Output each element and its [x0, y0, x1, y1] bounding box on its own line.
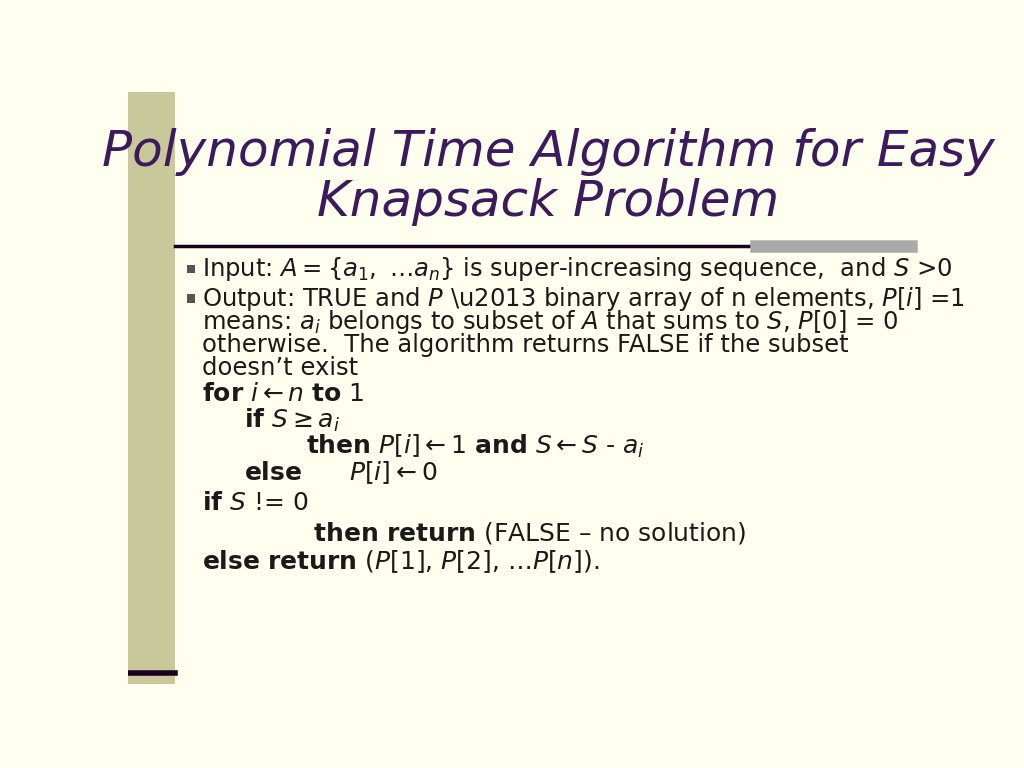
Text: Knapsack Problem: Knapsack Problem: [316, 178, 779, 227]
Text: $\mathbf{then\ return}$ (FALSE – no solution): $\mathbf{then\ return}$ (FALSE – no solu…: [266, 520, 746, 545]
Text: $\mathbf{if}$ $S \geq a_i$: $\mathbf{if}$ $S \geq a_i$: [245, 406, 340, 434]
Text: otherwise.  The algorithm returns FALSE if the subset: otherwise. The algorithm returns FALSE i…: [203, 333, 849, 356]
Text: means: $a_i$ belongs to subset of $A$ that sums to $S$, $P$[0] = 0: means: $a_i$ belongs to subset of $A$ th…: [203, 308, 899, 336]
Text: $\mathbf{else}$      $P[i] \leftarrow 0$: $\mathbf{else}$ $P[i] \leftarrow 0$: [245, 459, 437, 486]
Text: $\mathbf{for}$ $i \leftarrow n$ $\mathbf{to}$ 1: $\mathbf{for}$ $i \leftarrow n$ $\mathbf…: [203, 382, 365, 406]
Text: $\mathbf{else\ return}$ ($P$[1], $P$[2], …$P$[$n$]).: $\mathbf{else\ return}$ ($P$[1], $P$[2],…: [203, 548, 600, 575]
Text: Input: $A = \{a_1,\ \ldots a_n\}$ is super-increasing sequence,  and $S$ >0: Input: $A = \{a_1,\ \ldots a_n\}$ is sup…: [203, 255, 953, 283]
Text: doesn’t exist: doesn’t exist: [203, 356, 358, 380]
Bar: [187, 265, 196, 273]
Text: Polynomial Time Algorithm for Easy: Polynomial Time Algorithm for Easy: [101, 128, 994, 176]
Bar: [128, 92, 174, 684]
Bar: [187, 294, 196, 303]
Text: $\mathbf{if}$ $S$ != 0: $\mathbf{if}$ $S$ != 0: [203, 492, 309, 515]
Text: Output: TRUE and $P$ \u2013 binary array of n elements, $P[i]$ =1: Output: TRUE and $P$ \u2013 binary array…: [203, 284, 966, 313]
Text: $\mathbf{then}$ $P[i] \leftarrow 1$ $\mathbf{and}$ $S \leftarrow S$ - $a_i$: $\mathbf{then}$ $P[i] \leftarrow 1$ $\ma…: [306, 432, 645, 460]
